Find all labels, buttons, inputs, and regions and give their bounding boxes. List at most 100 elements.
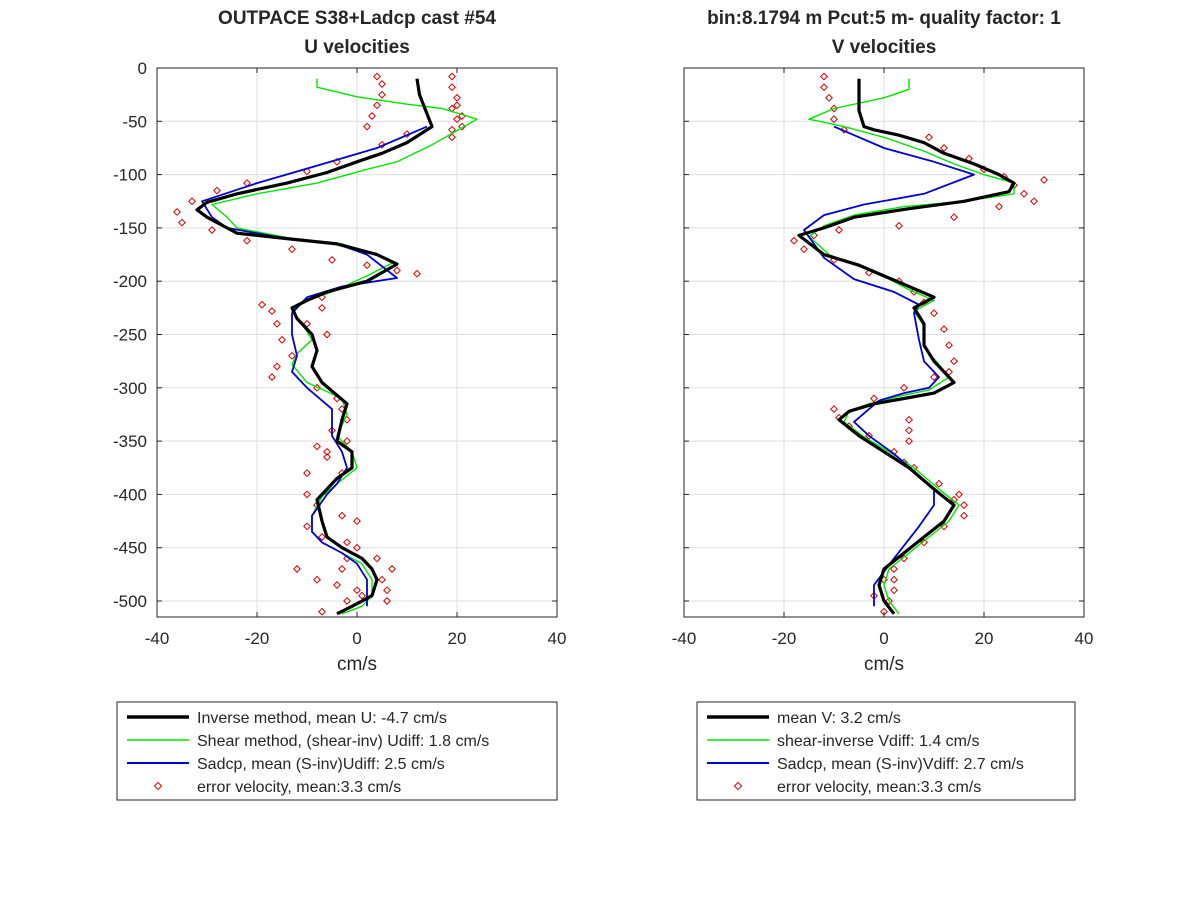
v-error-velocity-point [940,144,948,152]
v-error-velocity-point [960,501,968,510]
u-error-velocity-point [363,122,371,131]
u-error-velocity-point [453,115,461,124]
v-error-velocity-point [900,554,908,563]
v-error-velocity-point [895,221,903,230]
u-x-tick-label: 0 [352,629,361,648]
v-error-velocity-point [995,202,1003,211]
v-error-velocity-point [940,325,948,334]
u-y-tick-label: -450 [113,539,147,558]
v-sadcp-velocity-line [803,125,975,607]
u-x-tick-label: 40 [548,629,567,648]
u-x-tick-label: 20 [448,629,467,648]
v-panel-subtitle: V velocities [832,37,937,58]
u-error-velocity-point [343,538,351,547]
v-error-velocity-point [870,394,878,403]
u-error-velocity-point [388,565,396,573]
u-y-tick-label: -500 [113,592,147,611]
u-legend-shear-label: Shear method, (shear-inv) Udiff: 1.8 cm/… [197,733,489,750]
v-error-velocity-point [905,415,913,424]
u-y-tick-label: -200 [113,272,147,291]
u-x-tick-label: -40 [145,629,170,648]
u-panel-title: OUTPACE S38+Ladcp cast #54 [218,8,496,29]
v-error-velocity-point [930,373,938,382]
v-error-velocity-point [790,236,798,245]
v-error-velocity-point [830,115,838,124]
u-error-velocity-point [303,490,311,499]
v-error-velocity-point [930,309,938,318]
u-y-tick-label: -300 [113,379,147,398]
v-error-velocity-point [905,437,913,446]
v-error-velocity-point [890,565,898,573]
u-error-velocity-point [213,186,221,195]
u-y-tick-label: -400 [113,485,147,504]
v-error-velocity-point [1020,189,1028,198]
u-y-tick-label: -250 [113,326,147,345]
v-error-velocity-point [960,511,968,520]
u-error-velocity-point [323,453,331,462]
u-error-velocity-point [413,269,421,278]
u-error-velocity-point [353,586,361,595]
u-error-velocity-point [273,362,281,371]
u-x-tick-label: -20 [245,629,270,648]
u-error-velocity-point [313,442,321,451]
v-panel-title: bin:8.1794 m Pcut:5 m- quality factor: 1 [707,8,1061,29]
v-ticks: -40 -20 0 20 40 [672,67,1093,648]
u-error-velocity-point [313,575,321,584]
v-error-velocity-point [905,426,913,435]
u-error-velocity-point [453,93,461,102]
v-error-velocity-point [830,405,838,414]
u-error-velocity-point [258,300,266,309]
v-error-velocity-point [870,591,878,600]
u-inverse-velocity-line [195,78,434,616]
u-legend-error-marker [153,781,163,791]
u-error-velocity-point [303,522,311,531]
u-error-velocity-point [373,554,381,563]
u-error-velocity-point [448,125,456,134]
v-x-axis-label: cm/s [864,654,904,675]
v-error-velocity-point [950,495,958,504]
u-legend-inverse-label: Inverse method, mean U: -4.7 cm/s [197,710,447,727]
u-panel-subtitle: U velocities [304,37,410,58]
v-legend-error-marker [733,781,743,791]
u-legend-box [116,701,558,801]
v-series-layer [790,72,1048,616]
u-error-velocity-point [368,112,376,120]
v-legend-sadcp-label: Sadcp, mean (S-inv)Vdiff: 2.7 cm/s [777,756,1024,773]
u-y-tick-label: -350 [113,432,147,451]
v-legend-mean-label: mean V: 3.2 cm/s [777,710,901,727]
v-error-velocity-point [825,93,833,102]
u-error-velocity-point [293,565,301,573]
v-x-tick-label: 20 [975,629,994,648]
v-error-velocity-point [820,72,828,81]
u-series-layer [173,72,478,616]
u-error-velocity-point [188,197,196,206]
u-error-velocity-point [393,266,401,275]
u-error-velocity-point [373,101,381,110]
u-ticks: -40 -20 0 20 400-50-100-150-200-250-300-350-… [113,59,566,648]
u-error-velocity-point [318,533,326,541]
u-error-velocity-point [323,447,331,456]
v-inverse-velocity-line [797,78,1016,615]
u-plot-area [173,72,478,616]
u-y-tick-label: 0 [138,59,147,78]
u-error-velocity-point [288,245,296,254]
u-error-velocity-point [338,511,346,520]
u-error-velocity-point [278,335,286,344]
u-error-velocity-point [243,236,251,245]
u-y-tick-label: -150 [113,219,147,238]
u-error-velocity-point [328,426,336,435]
u-error-velocity-point [318,303,326,312]
u-error-velocity-point [338,565,346,573]
u-error-velocity-point [243,179,251,188]
v-x-tick-label: -20 [772,629,797,648]
u-error-velocity-point [318,607,326,616]
u-error-velocity-point [353,517,361,526]
u-legend: Inverse method, mean U: -4.7 cm/s Shear … [116,701,558,801]
u-error-velocity-point [383,586,391,595]
u-x-axis-label: cm/s [337,654,377,675]
v-error-velocity-point [1040,175,1048,184]
v-error-velocity-point [925,133,933,142]
u-error-velocity-point [178,218,186,227]
v-plot-area [790,72,1048,616]
